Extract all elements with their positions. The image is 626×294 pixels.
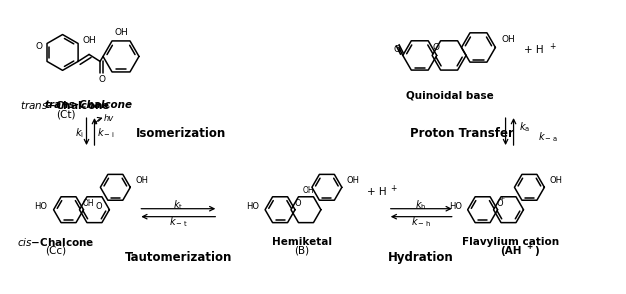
Text: +: + (499, 196, 505, 201)
Text: Hydration: Hydration (388, 251, 454, 264)
Text: OH: OH (82, 36, 96, 45)
Text: Proton Transfer: Proton Transfer (410, 126, 514, 140)
Text: O: O (95, 202, 102, 211)
Text: OH: OH (302, 186, 314, 195)
Text: Isomerization: Isomerization (135, 126, 225, 140)
Text: $\mathit{trans}$$\mathbf{-Chalcone}$: $\mathit{trans}$$\mathbf{-Chalcone}$ (21, 99, 111, 111)
Text: HO: HO (34, 202, 48, 211)
Text: O: O (497, 199, 503, 208)
Text: $\mathit{cis}$$\mathbf{-Chalcone}$: $\mathit{cis}$$\mathbf{-Chalcone}$ (17, 235, 95, 248)
Text: (Cc): (Cc) (45, 245, 66, 255)
Text: hv: hv (103, 114, 113, 123)
Text: Hemiketal: Hemiketal (272, 237, 332, 247)
Text: OH: OH (347, 176, 360, 185)
Text: $k_{\rm t}$: $k_{\rm t}$ (173, 198, 183, 212)
Text: OH: OH (550, 176, 562, 185)
Text: HO: HO (246, 202, 259, 211)
Text: ): ) (534, 245, 539, 255)
Text: $k_{\rm -i}$: $k_{\rm -i}$ (98, 126, 115, 140)
Text: $k_{\rm a}$: $k_{\rm a}$ (518, 120, 530, 134)
Text: O: O (433, 43, 440, 52)
Text: +: + (526, 242, 533, 251)
Text: (AH: (AH (500, 245, 521, 255)
Text: OH: OH (114, 28, 128, 37)
Text: O: O (98, 75, 105, 84)
Text: Quinoidal base: Quinoidal base (406, 90, 493, 100)
Text: (Ct): (Ct) (56, 109, 75, 119)
Text: O: O (294, 199, 301, 208)
Text: trans-Chalcone: trans-Chalcone (44, 100, 133, 110)
Text: $k_{\rm i}$: $k_{\rm i}$ (74, 126, 83, 140)
Text: +: + (549, 42, 555, 51)
Text: HO: HO (449, 202, 461, 211)
Text: OH: OH (135, 176, 148, 185)
Text: +: + (391, 184, 397, 193)
Text: OH: OH (83, 199, 95, 208)
Text: $k_{\rm -a}$: $k_{\rm -a}$ (538, 130, 557, 144)
Text: O: O (393, 45, 400, 54)
Text: OH: OH (501, 35, 515, 44)
Text: Flavylium cation: Flavylium cation (462, 237, 559, 247)
Text: + H: + H (367, 187, 387, 197)
Text: $k_{\rm -t}$: $k_{\rm -t}$ (169, 215, 188, 228)
Text: Tautomerization: Tautomerization (125, 251, 232, 264)
Text: $k_{\rm h}$: $k_{\rm h}$ (415, 198, 426, 212)
Text: $k_{\rm -h}$: $k_{\rm -h}$ (411, 215, 431, 228)
Text: + H: + H (523, 46, 543, 56)
Text: (B): (B) (294, 245, 310, 255)
Text: O: O (36, 42, 43, 51)
